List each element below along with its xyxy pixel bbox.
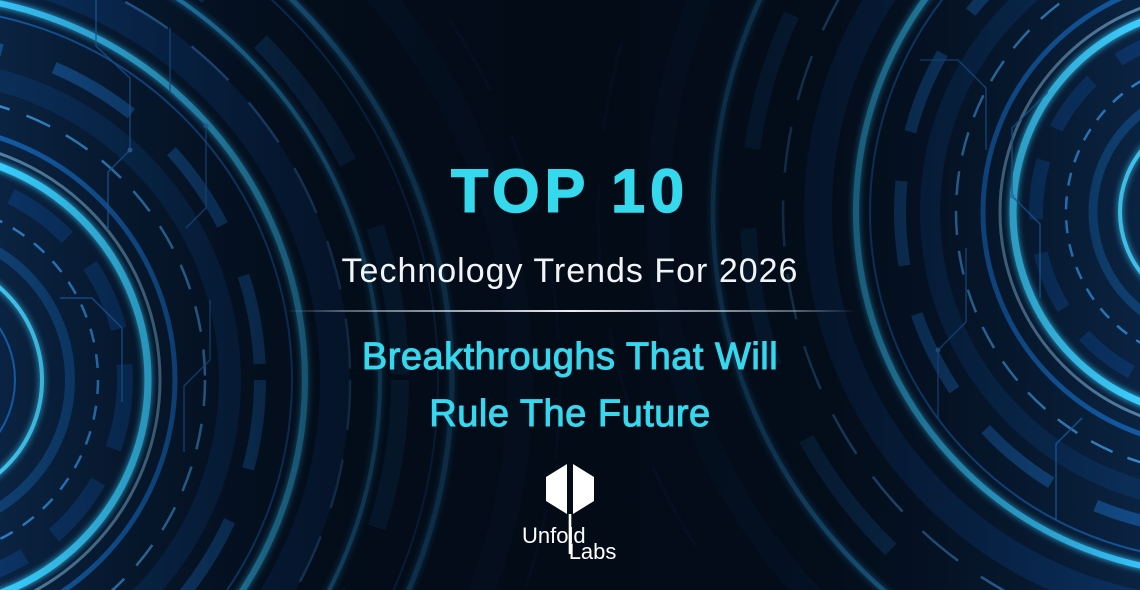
unfoldlabs-logo: Unfold Labs <box>0 461 1140 565</box>
tagline-line-1: Breakthroughs That Will <box>361 336 779 379</box>
page-title: TOP 10 <box>450 156 689 225</box>
logo-word-labs: Labs <box>569 539 617 564</box>
unfoldlabs-logo-graphic: Unfold Labs <box>522 464 617 564</box>
logo-word-unfold: Unfold <box>522 523 586 548</box>
unfold-book-icon <box>546 464 594 554</box>
subtitle: Technology Trends For 2026 <box>341 252 799 290</box>
tagline: Breakthroughs That Will Rule The Future <box>0 329 1140 443</box>
tagline-line-2: Rule The Future <box>429 393 711 436</box>
divider-line <box>285 310 857 312</box>
